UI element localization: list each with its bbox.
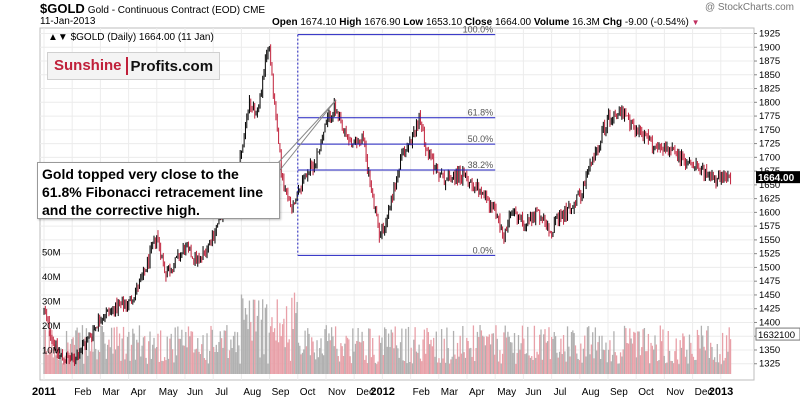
time-axis-label: Nov <box>666 387 684 398</box>
time-axis-label: Jul <box>215 387 228 398</box>
price-tick-label: 1800 <box>759 97 780 108</box>
volume-last-box <box>755 327 800 341</box>
time-axis-label: Oct <box>300 387 316 398</box>
chart-date: 11-Jan-2013 <box>40 16 96 27</box>
annotation-callout: Gold topped very close to the 61.8% Fibo… <box>37 162 280 219</box>
time-axis-label: Aug <box>243 387 261 398</box>
price-tick-label: 1600 <box>759 207 780 218</box>
volume-tick-label: 50M <box>42 248 61 259</box>
price-tick-label: 1625 <box>759 194 780 205</box>
sunshine-profits-logo: Sunshine Profits.com <box>47 52 220 80</box>
price-tick-label: 1875 <box>759 56 780 67</box>
fib-label: 100.0% <box>463 25 494 35</box>
price-tick-label: 1475 <box>759 276 780 287</box>
down-arrow-icon: ▼ <box>691 18 700 27</box>
line-icon: ▲▼ <box>48 32 68 43</box>
time-axis-label: Jul <box>554 387 567 398</box>
price-tick-label: 1325 <box>759 359 780 370</box>
callout-line: 61.8% Fibonacci retracement line <box>42 184 263 200</box>
volume-tick-label: 30M <box>42 297 61 308</box>
price-tick-label: 1725 <box>759 139 780 150</box>
price-tick-label: 1650 <box>759 180 780 191</box>
price-axis: 1325135013751400142514501475150015251550… <box>754 29 800 370</box>
volume-tick-label: 10M <box>42 346 61 357</box>
price-tick-label: 1750 <box>759 125 780 136</box>
ohlc-summary: Open 1674.10 High 1676.90 Low 1653.10 Cl… <box>272 17 700 28</box>
fib-label: 0.0% <box>473 245 494 255</box>
time-axis-label: Apr <box>131 387 147 398</box>
time-axis-label: 2011 <box>32 386 56 398</box>
price-tick-label: 1500 <box>759 262 780 273</box>
last-price-label: 1664.00 <box>758 173 795 184</box>
time-axis-label: May <box>159 387 178 398</box>
callout-pointer <box>276 99 337 165</box>
time-axis-label: Jun <box>187 387 203 398</box>
time-axis-label: Dec <box>356 387 374 398</box>
time-axis-label: Nov <box>328 387 346 398</box>
fib-label: 38.2% <box>468 160 494 170</box>
price-tick-label: 1400 <box>759 317 780 328</box>
time-axis-label: Jun <box>525 387 541 398</box>
time-axis-label: Apr <box>469 387 485 398</box>
price-tick-label: 1700 <box>759 152 780 163</box>
price-tick-label: 1850 <box>759 70 780 81</box>
fibonacci-lines: 100.0% 61.8% 50.0% 38.2% 0.0% <box>297 25 496 256</box>
time-axis-label: 2013 <box>709 386 733 398</box>
fib-label: 61.8% <box>468 108 494 118</box>
price-tick-label: 1900 <box>759 42 780 53</box>
callout-line: and the corrective high. <box>42 202 200 218</box>
price-tick-label: 1575 <box>759 221 780 232</box>
price-tick-label: 1550 <box>759 235 780 246</box>
fib-label: 50.0% <box>468 134 494 144</box>
time-axis-label: Sep <box>610 387 628 398</box>
time-axis-label: Mar <box>102 387 120 398</box>
price-tick-label: 1925 <box>759 29 780 40</box>
time-axis-label: Mar <box>441 387 459 398</box>
price-tick-label: 1350 <box>759 345 780 356</box>
inner-series-label: ▲▼ $GOLD (Daily) 1664.00 (11 Jan) <box>48 32 214 43</box>
volume-axis: 50M 40M 30M 20M 10M <box>42 248 61 357</box>
stockcharts-watermark[interactable]: @ StockCharts.com <box>704 2 794 13</box>
time-axis-label: Feb <box>413 387 431 398</box>
symbol-title: $GOLD Gold - Continuous Contract (EOD) CM… <box>40 1 266 16</box>
price-tick-label: 1425 <box>759 304 780 315</box>
price-tick-label: 1525 <box>759 249 780 260</box>
time-axis-label: Aug <box>582 387 600 398</box>
time-axis-label: 2012 <box>370 386 394 398</box>
symbol-description: Gold - Continuous Contract (EOD) CME <box>87 5 266 16</box>
time-axis-label: May <box>497 387 516 398</box>
volume-bars <box>43 292 732 374</box>
volume-tick-label: 20M <box>42 321 61 332</box>
price-tick-label: 1775 <box>759 111 780 122</box>
time-axis-label: Feb <box>74 387 92 398</box>
price-tick-label: 1450 <box>759 290 780 301</box>
time-axis-label: Dec <box>695 387 713 398</box>
price-candles <box>43 44 732 366</box>
price-tick-label: 1825 <box>759 84 780 95</box>
volume-last-label: 1632100 <box>758 330 795 341</box>
time-axis: 2011 Feb Mar Apr May Jun Jul Aug Sep Oct Nov Dec201… <box>32 386 733 398</box>
callout-pointer-2 <box>279 99 337 171</box>
time-axis-label: Sep <box>272 387 290 398</box>
time-axis-label: Oct <box>638 387 654 398</box>
volume-tick-label: 40M <box>42 272 61 283</box>
last-price-box <box>756 171 800 184</box>
callout-line: Gold topped very close to the <box>42 166 239 182</box>
